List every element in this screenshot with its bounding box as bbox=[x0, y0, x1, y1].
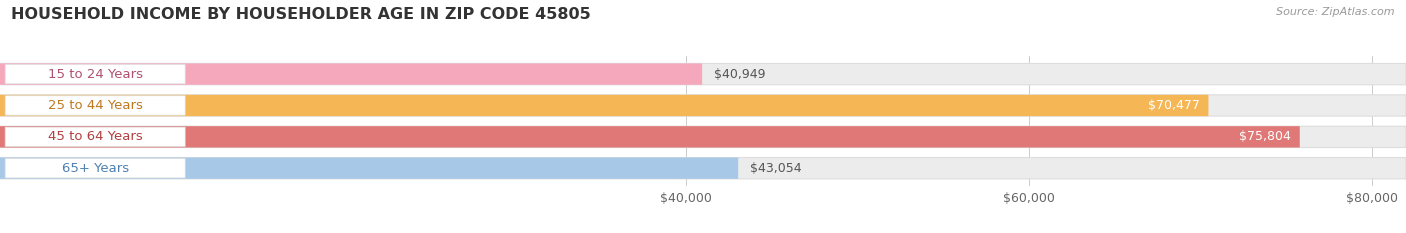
FancyBboxPatch shape bbox=[6, 158, 186, 178]
FancyBboxPatch shape bbox=[0, 126, 1299, 147]
FancyBboxPatch shape bbox=[6, 64, 186, 84]
Text: $40,949: $40,949 bbox=[714, 68, 766, 81]
FancyBboxPatch shape bbox=[0, 95, 1406, 116]
Text: HOUSEHOLD INCOME BY HOUSEHOLDER AGE IN ZIP CODE 45805: HOUSEHOLD INCOME BY HOUSEHOLDER AGE IN Z… bbox=[11, 7, 591, 22]
Text: 45 to 64 Years: 45 to 64 Years bbox=[48, 130, 142, 143]
Text: $70,477: $70,477 bbox=[1147, 99, 1199, 112]
FancyBboxPatch shape bbox=[0, 158, 1406, 179]
Text: 25 to 44 Years: 25 to 44 Years bbox=[48, 99, 142, 112]
FancyBboxPatch shape bbox=[0, 63, 702, 85]
Text: 15 to 24 Years: 15 to 24 Years bbox=[48, 68, 142, 81]
Text: Source: ZipAtlas.com: Source: ZipAtlas.com bbox=[1277, 7, 1395, 17]
Text: 65+ Years: 65+ Years bbox=[62, 162, 129, 175]
FancyBboxPatch shape bbox=[0, 63, 1406, 85]
FancyBboxPatch shape bbox=[0, 158, 738, 179]
FancyBboxPatch shape bbox=[6, 96, 186, 115]
FancyBboxPatch shape bbox=[0, 95, 1208, 116]
FancyBboxPatch shape bbox=[6, 127, 186, 147]
FancyBboxPatch shape bbox=[0, 126, 1406, 147]
Text: $75,804: $75,804 bbox=[1239, 130, 1291, 143]
Text: $43,054: $43,054 bbox=[751, 162, 801, 175]
